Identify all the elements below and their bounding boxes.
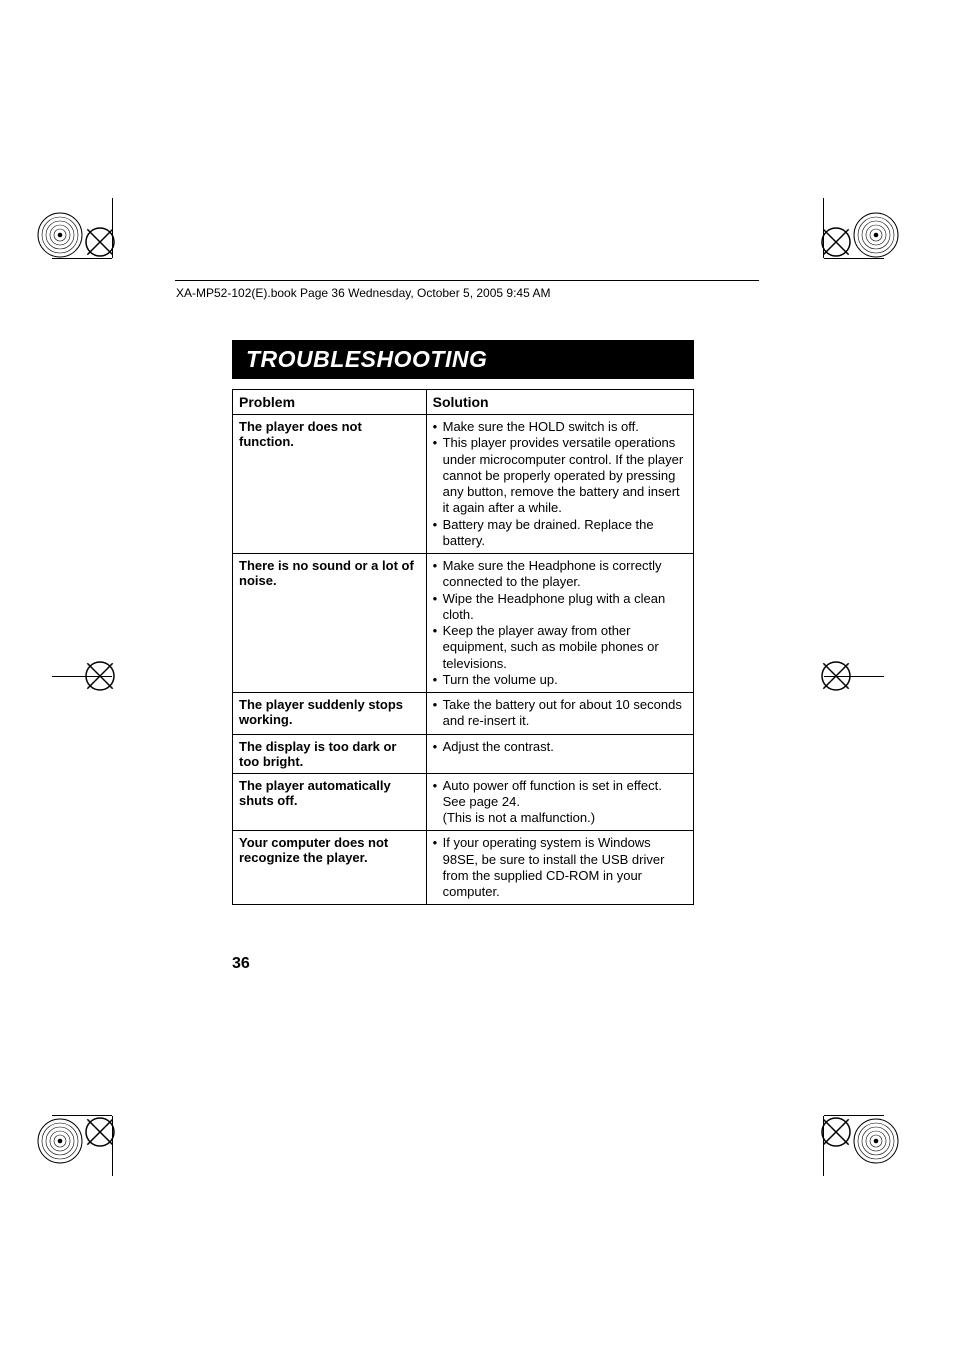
page-title: TROUBLESHOOTING: [232, 340, 694, 379]
column-header-problem: Problem: [233, 390, 427, 415]
problem-cell: There is no sound or a lot of noise.: [233, 554, 427, 693]
solution-cell: Make sure the HOLD switch is off.This pl…: [426, 415, 693, 554]
solution-item: Wipe the Headphone plug with a clean clo…: [443, 591, 687, 624]
problem-cell: The player automatically shuts off.: [233, 773, 427, 831]
corner-ornament-icon: [37, 1118, 83, 1164]
solution-cell: Adjust the contrast.: [426, 734, 693, 773]
crop-mark: [112, 258, 172, 318]
table-row: There is no sound or a lot of noise. Make…: [233, 554, 694, 693]
table-row: The player suddenly stops working. Take t…: [233, 693, 694, 735]
table-row: The player automatically shuts off. Auto …: [233, 773, 694, 831]
page-content: TROUBLESHOOTING Problem Solution The pla…: [232, 340, 694, 973]
solution-item: Battery may be drained. Replace the batt…: [443, 517, 687, 550]
corner-ornament-icon: [853, 212, 899, 258]
table-row: The display is too dark or too bright. Ad…: [233, 734, 694, 773]
table-header-row: Problem Solution: [233, 390, 694, 415]
solution-item: Turn the volume up.: [443, 672, 687, 688]
page-number: 36: [232, 955, 694, 973]
solution-item: If your operating system is Windows 98SE…: [443, 835, 687, 900]
solution-item: Auto power off function is set in effect…: [443, 778, 687, 827]
crop-mark: [112, 1056, 172, 1116]
solution-cell: Auto power off function is set in effect…: [426, 773, 693, 831]
solution-item: Make sure the HOLD switch is off.: [443, 419, 687, 435]
crop-mark: [764, 1056, 824, 1116]
solution-item: This player provides versatile operation…: [443, 435, 687, 516]
solution-item: Take the battery out for about 10 second…: [443, 697, 687, 730]
solution-cell: Make sure the Headphone is correctly con…: [426, 554, 693, 693]
corner-ornament-icon: [37, 212, 83, 258]
table-row: The player does not function.Make sure t…: [233, 415, 694, 554]
problem-cell: The player suddenly stops working.: [233, 693, 427, 735]
solution-item: Make sure the Headphone is correctly con…: [443, 558, 687, 591]
solution-cell: Take the battery out for about 10 second…: [426, 693, 693, 735]
header-rule: [175, 280, 759, 281]
problem-cell: The player does not function.: [233, 415, 427, 554]
solution-cell: If your operating system is Windows 98SE…: [426, 831, 693, 905]
header-text: XA-MP52-102(E).book Page 36 Wednesday, O…: [176, 286, 550, 300]
corner-ornament-icon: [853, 1118, 899, 1164]
crop-mark: [764, 258, 824, 318]
troubleshooting-table: Problem Solution The player does not fun…: [232, 389, 694, 905]
table-row: Your computer does not recognize the pla…: [233, 831, 694, 905]
column-header-solution: Solution: [426, 390, 693, 415]
solution-item: Keep the player away from other equipmen…: [443, 623, 687, 672]
problem-cell: The display is too dark or too bright.: [233, 734, 427, 773]
solution-item: Adjust the contrast.: [443, 739, 687, 755]
problem-cell: Your computer does not recognize the pla…: [233, 831, 427, 905]
